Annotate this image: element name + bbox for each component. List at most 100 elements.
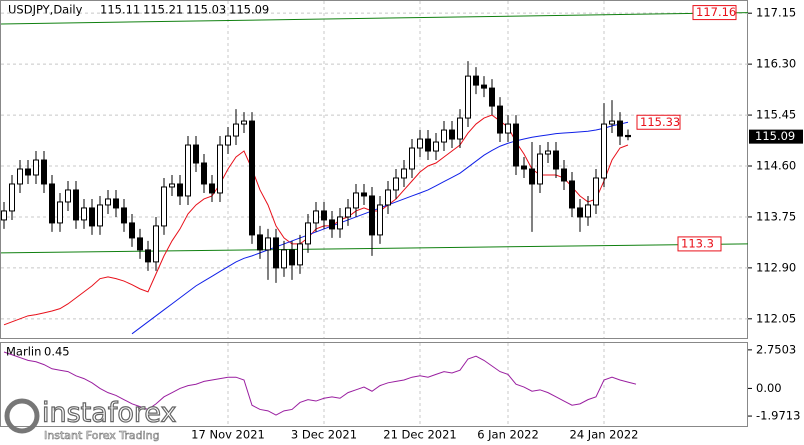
- candle-body: [217, 144, 223, 194]
- candle-body: [297, 243, 303, 266]
- ohlc-close: 115.09: [229, 3, 269, 17]
- watermark-logo: [4, 398, 40, 434]
- candle-body: [385, 189, 391, 206]
- candle-body: [449, 129, 455, 140]
- trendline: [0, 12, 749, 25]
- candle-body: [401, 168, 407, 179]
- candle-body: [265, 237, 271, 251]
- price-label: 115.09: [755, 129, 795, 143]
- x-tick-label: 21 Dec 2021: [383, 428, 456, 442]
- candle-body: [353, 192, 359, 209]
- trendline-label: 117.16: [696, 5, 736, 19]
- candle-body: [337, 216, 343, 230]
- watermark: instaforex Instant Forex Trading: [4, 397, 177, 442]
- candle-body: [209, 183, 215, 194]
- candle-body: [193, 144, 199, 164]
- candle-body: [329, 219, 335, 230]
- candle-body: [561, 168, 567, 182]
- ohlc-high: 115.21: [143, 3, 183, 17]
- candle-body: [65, 189, 71, 203]
- candle-body: [153, 225, 159, 263]
- candle-body: [281, 249, 287, 269]
- trendline-label-box: [677, 236, 722, 252]
- candle-body: [177, 183, 183, 197]
- y-tick-label: 113.75: [756, 209, 796, 223]
- trendline: [0, 243, 749, 254]
- candle-body: [625, 134, 631, 138]
- candle-body: [369, 195, 375, 236]
- candle-body: [145, 249, 151, 263]
- candle-body: [89, 207, 95, 227]
- candle-body: [9, 183, 15, 212]
- candle-body: [513, 123, 519, 167]
- candle-body: [49, 183, 55, 224]
- candle-body: [393, 177, 399, 191]
- price-box: [749, 129, 803, 144]
- candle-body: [537, 153, 543, 185]
- indicator-tick-label: 0.00: [756, 381, 782, 395]
- candle-body: [57, 201, 63, 224]
- candle-body: [41, 159, 47, 185]
- candle-body: [569, 180, 575, 209]
- candle-body: [273, 237, 279, 269]
- indicator-name: Marlin: [6, 345, 41, 359]
- candle-body: [1, 210, 7, 221]
- candle-body: [473, 75, 479, 86]
- main-panel: [0, 0, 748, 339]
- candle-body: [577, 207, 583, 218]
- candle-body: [489, 87, 495, 107]
- y-tick-label: 117.15: [756, 6, 796, 20]
- candle-body: [545, 150, 551, 155]
- candle-body: [497, 105, 503, 134]
- candle-body: [97, 204, 103, 227]
- x-tick-label: 6 Jan 2022: [477, 428, 539, 442]
- candle-body: [609, 120, 615, 125]
- candle-body: [425, 138, 431, 152]
- candle-body: [361, 192, 367, 197]
- candle-body: [441, 129, 447, 143]
- candle-body: [481, 84, 487, 89]
- indicator-tick-label: -1.9713: [756, 409, 800, 423]
- ohlc-low: 115.03: [186, 3, 226, 17]
- watermark-brand: instaforex: [42, 398, 176, 429]
- candle-body: [81, 207, 87, 221]
- ma-label: 115.33: [640, 115, 680, 129]
- candle-body: [345, 207, 351, 218]
- y-tick-label: 112.90: [756, 260, 796, 274]
- candle-body: [249, 120, 255, 236]
- candle-body: [417, 138, 423, 149]
- indicator-value: 0.45: [44, 345, 70, 359]
- candle-body: [113, 198, 119, 209]
- candle-body: [305, 222, 311, 245]
- indicator-panel: [0, 342, 748, 427]
- x-tick-label: 24 Jan 2022: [570, 428, 639, 442]
- y-tick-label: 115.45: [756, 108, 796, 122]
- x-tick-label: 3 Dec 2021: [291, 428, 357, 442]
- trendline-label: 113.3: [681, 236, 714, 250]
- candle-body: [73, 189, 79, 221]
- candle-body: [33, 159, 39, 176]
- candle-body: [201, 162, 207, 185]
- candle-body: [185, 144, 191, 197]
- watermark-tagline: Instant Forex Trading: [44, 429, 160, 442]
- candle-body: [457, 117, 463, 140]
- candle-body: [465, 75, 471, 119]
- candle-body: [377, 204, 383, 236]
- symbol-label: USDJPY,Daily: [8, 3, 83, 17]
- y-tick-label: 112.05: [756, 311, 796, 325]
- candle-body: [521, 165, 527, 170]
- candle-body: [129, 222, 135, 239]
- candle-body: [433, 141, 439, 152]
- candle-body: [593, 177, 599, 206]
- ohlc-open: 115.11: [100, 3, 140, 17]
- candle-body: [257, 234, 263, 251]
- candle-body: [505, 123, 511, 134]
- y-tick-label: 114.60: [756, 159, 796, 173]
- candle-body: [161, 186, 167, 227]
- candle-body: [617, 120, 623, 137]
- candle-body: [25, 168, 31, 176]
- candle-body: [105, 198, 111, 206]
- candle-body: [121, 207, 127, 224]
- y-tick-label: 116.30: [756, 57, 796, 71]
